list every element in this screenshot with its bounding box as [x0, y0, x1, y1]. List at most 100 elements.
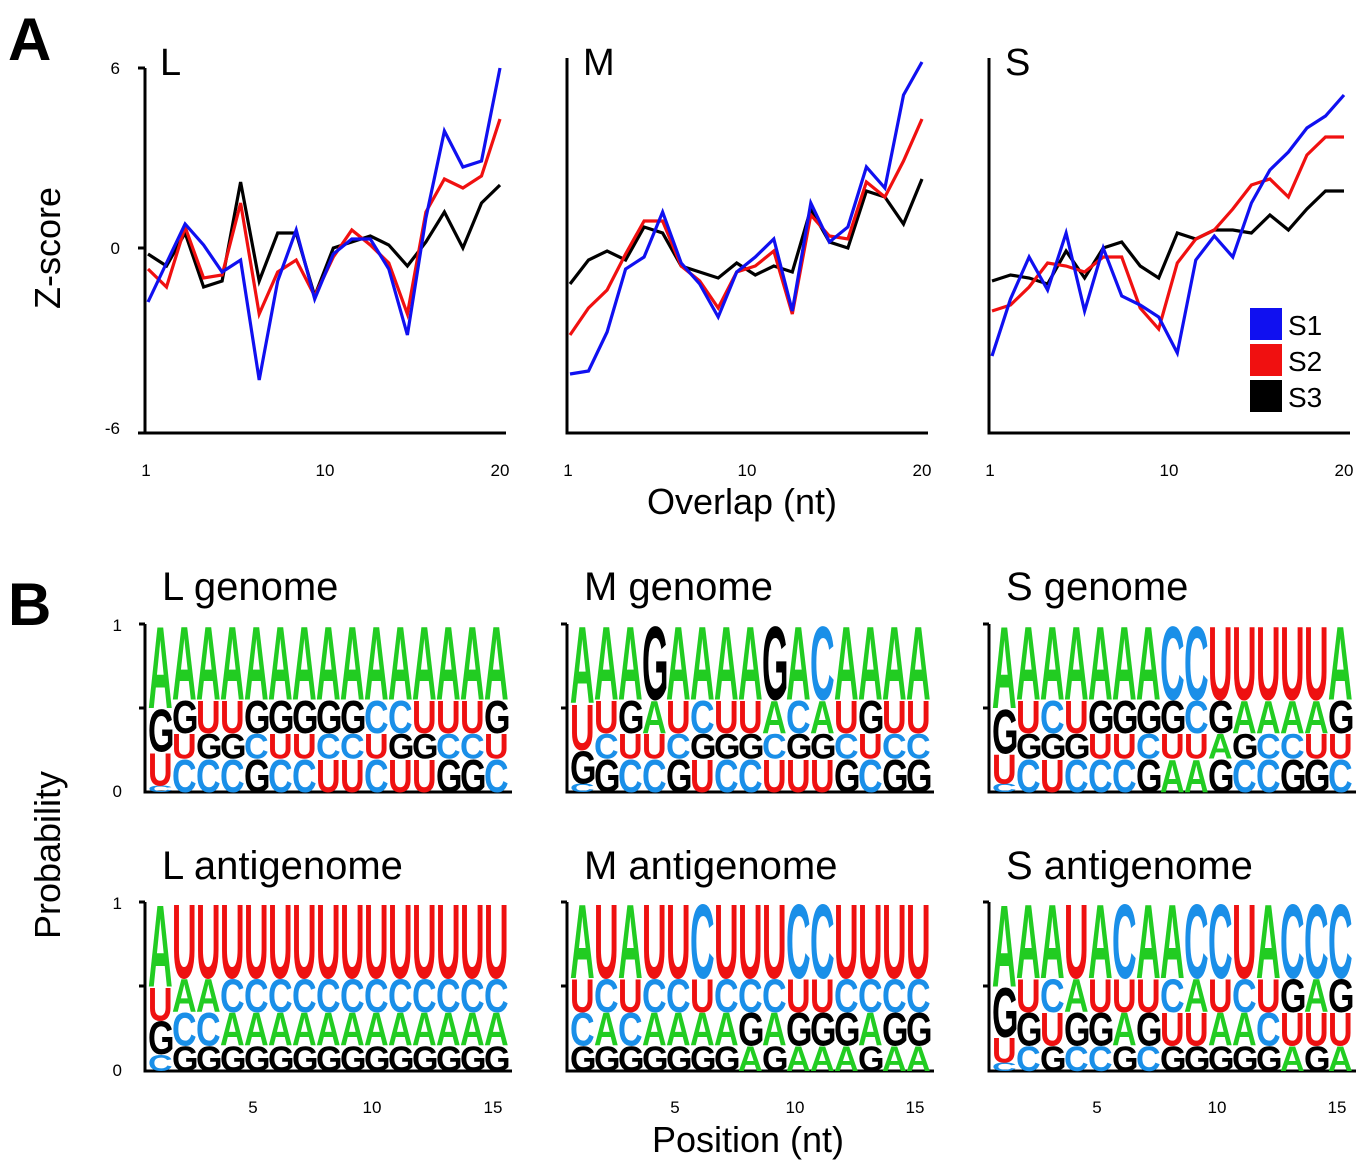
l-antigenome-pos13-a-letter: A: [436, 1003, 461, 1056]
s-antigenome-pos10-g-letter: G: [1208, 1041, 1234, 1080]
s-genome-pos12-c-letter: C: [1256, 750, 1281, 803]
l-antigenome-pos7-u-letter: U: [292, 883, 317, 1001]
m-antigenome-pos13-u-letter: U: [858, 883, 883, 1001]
m-genome-pos12-g-letter: G: [834, 750, 861, 803]
s-genome-pos12-a-letter: A: [1256, 691, 1281, 744]
s-genome-pos9-a-letter: A: [1184, 750, 1209, 803]
l-antigenome-pos11-c-letter: C: [388, 970, 413, 1023]
m-genome-pos8-u-letter: U: [738, 691, 763, 744]
l-genome-pos8-c-letter: C: [316, 728, 341, 767]
s-genome-pos9-c-letter: C: [1184, 604, 1209, 722]
l-genome-pos8-u-letter: U: [316, 750, 341, 803]
s-genome-pos13-g-letter: G: [1280, 750, 1307, 803]
l-genome-pos13-c-letter: C: [436, 728, 461, 767]
l-genome-pos1-c-letter: C: [148, 784, 173, 794]
panel-a-xlabel: Overlap (nt): [647, 481, 837, 522]
l-antigenome-pos2-u-letter: U: [172, 883, 197, 1001]
l-genome-pos8-a-letter: A: [316, 604, 341, 722]
s-line-title: S: [1005, 42, 1030, 84]
l-genome-pos15-a-letter: A: [484, 604, 509, 722]
s-genome-pos13-u-letter: U: [1280, 604, 1305, 722]
m-antigenome-pos11-c-letter: C: [810, 883, 835, 1001]
l-genome-pos7-u-letter: U: [292, 728, 317, 767]
l-line-title: L: [160, 42, 181, 84]
s-antigenome-pos9-u-letter: U: [1184, 1003, 1209, 1056]
m-genome-logo: CGUAGCUACUGACUAGGCUAUGCACGUACGUAUCAGUGCA…: [570, 604, 933, 802]
m-antigenome-pos2-u-letter: U: [594, 883, 619, 1001]
s-genome-pos2-u-letter: U: [1016, 691, 1041, 744]
s-logo-xtick-15: 15: [1328, 1098, 1347, 1117]
s-genome-pos3-u-letter: U: [1040, 750, 1065, 803]
s-xtick-10: 10: [1160, 461, 1179, 480]
l-genome-pos12-u-letter: U: [412, 750, 437, 803]
s-genome-pos7-g-letter: G: [1136, 750, 1163, 803]
l-genome-pos4-c-letter: C: [220, 750, 245, 803]
m-genome-pos3-g-letter: G: [618, 691, 645, 744]
s-genome-pos3-c-letter: C: [1040, 691, 1065, 744]
l-antigenome-pos5-a-letter: A: [244, 1003, 269, 1056]
logo-row1-ytick-1: 1: [113, 616, 122, 635]
s-antigenome-pos7-c-letter: C: [1136, 1041, 1161, 1080]
m-series-s2-line: [568, 118, 924, 336]
s-antigenome-pos3-a-letter: A: [1040, 883, 1065, 1001]
m-genome-pos6-u-letter: U: [690, 750, 715, 803]
l-genome-pos13-u-letter: U: [436, 691, 461, 744]
s-antigenome-pos9-a-letter: A: [1184, 970, 1209, 1023]
s-antigenome-pos8-c-letter: C: [1160, 970, 1185, 1023]
s-antigenome-pos4-g-letter: G: [1064, 1003, 1091, 1056]
m-genome-pos14-g-letter: G: [882, 750, 909, 803]
m-antigenome-pos5-u-letter: U: [666, 883, 691, 1001]
l-genome-pos11-c-letter: C: [388, 691, 413, 744]
s-antigenome-pos7-a-letter: A: [1136, 883, 1161, 1001]
m-genome-pos2-c-letter: C: [594, 728, 619, 767]
l-antigenome-pos4-u-letter: U: [220, 883, 245, 1001]
s-logo-xtick-5: 5: [1092, 1098, 1101, 1117]
l-genome-pos9-g-letter: G: [340, 691, 367, 744]
s-antigenome-pos1-c-letter: C: [992, 1061, 1017, 1074]
m-antigenome-pos6-u-letter: U: [690, 970, 715, 1023]
m-logo-xtick-10: 10: [786, 1098, 805, 1117]
s-antigenome-pos14-c-letter: C: [1304, 883, 1329, 1001]
s-genome-pos5-u-letter: U: [1088, 728, 1113, 767]
l-antigenome-pos5-g-letter: G: [244, 1041, 270, 1080]
l-antigenome-pos3-a-letter: A: [196, 970, 221, 1023]
m-genome-pos9-a-letter: A: [762, 691, 787, 744]
s-genome-pos8-c-letter: C: [1160, 604, 1185, 722]
m-antigenome-title: M antigenome: [584, 844, 837, 888]
m-genome-pos8-a-letter: A: [738, 604, 763, 722]
s-genome-pos2-g-letter: G: [1016, 728, 1043, 767]
m-antigenome-pos12-g-letter: G: [834, 1003, 861, 1056]
m-antigenome-pos2-a-letter: A: [594, 1003, 619, 1056]
m-genome-pos5-u-letter: U: [666, 691, 691, 744]
s-antigenome-pos9-g-letter: G: [1184, 1041, 1210, 1080]
logo-row2-ytick-0: 0: [113, 1061, 122, 1080]
s-antigenome-pos3-c-letter: C: [1040, 970, 1065, 1023]
m-antigenome-pos3-g-letter: G: [618, 1041, 644, 1080]
s-genome-pos5-a-letter: A: [1088, 604, 1113, 722]
m-antigenome-pos11-u-letter: U: [810, 970, 835, 1023]
m-antigenome-pos4-a-letter: A: [642, 1003, 667, 1056]
m-antigenome-pos5-a-letter: A: [666, 1003, 691, 1056]
m-antigenome-pos8-u-letter: U: [738, 883, 763, 1001]
s-antigenome-pos11-g-letter: G: [1232, 1041, 1258, 1080]
l-genome-pos9-u-letter: U: [340, 750, 365, 803]
l-antigenome-pos14-u-letter: U: [460, 883, 485, 1001]
m-antigenome-pos9-u-letter: U: [762, 883, 787, 1001]
s-genome-pos8-a-letter: A: [1160, 750, 1185, 803]
s-logo-xtick-10: 10: [1208, 1098, 1227, 1117]
s-genome-pos6-u-letter: U: [1112, 728, 1137, 767]
m-xtick-20: 20: [913, 461, 932, 480]
s-genome-pos5-g-letter: G: [1088, 691, 1115, 744]
m-antigenome-pos14-g-letter: G: [882, 1003, 909, 1056]
s-antigenome-pos14-a-letter: A: [1304, 970, 1329, 1023]
l-genome-pos9-c-letter: C: [340, 728, 365, 767]
logo-row1-ytick-0: 0: [113, 782, 122, 801]
l-antigenome-pos15-a-letter: A: [484, 1003, 509, 1056]
s-genome-pos8-u-letter: U: [1160, 728, 1185, 767]
s-genome-pos2-a-letter: A: [1016, 604, 1041, 722]
l-antigenome-pos5-c-letter: C: [244, 970, 269, 1023]
m-antigenome-pos7-c-letter: C: [714, 970, 739, 1023]
m-antigenome-pos14-c-letter: C: [882, 970, 907, 1023]
s-antigenome-pos3-g-letter: G: [1040, 1041, 1066, 1080]
